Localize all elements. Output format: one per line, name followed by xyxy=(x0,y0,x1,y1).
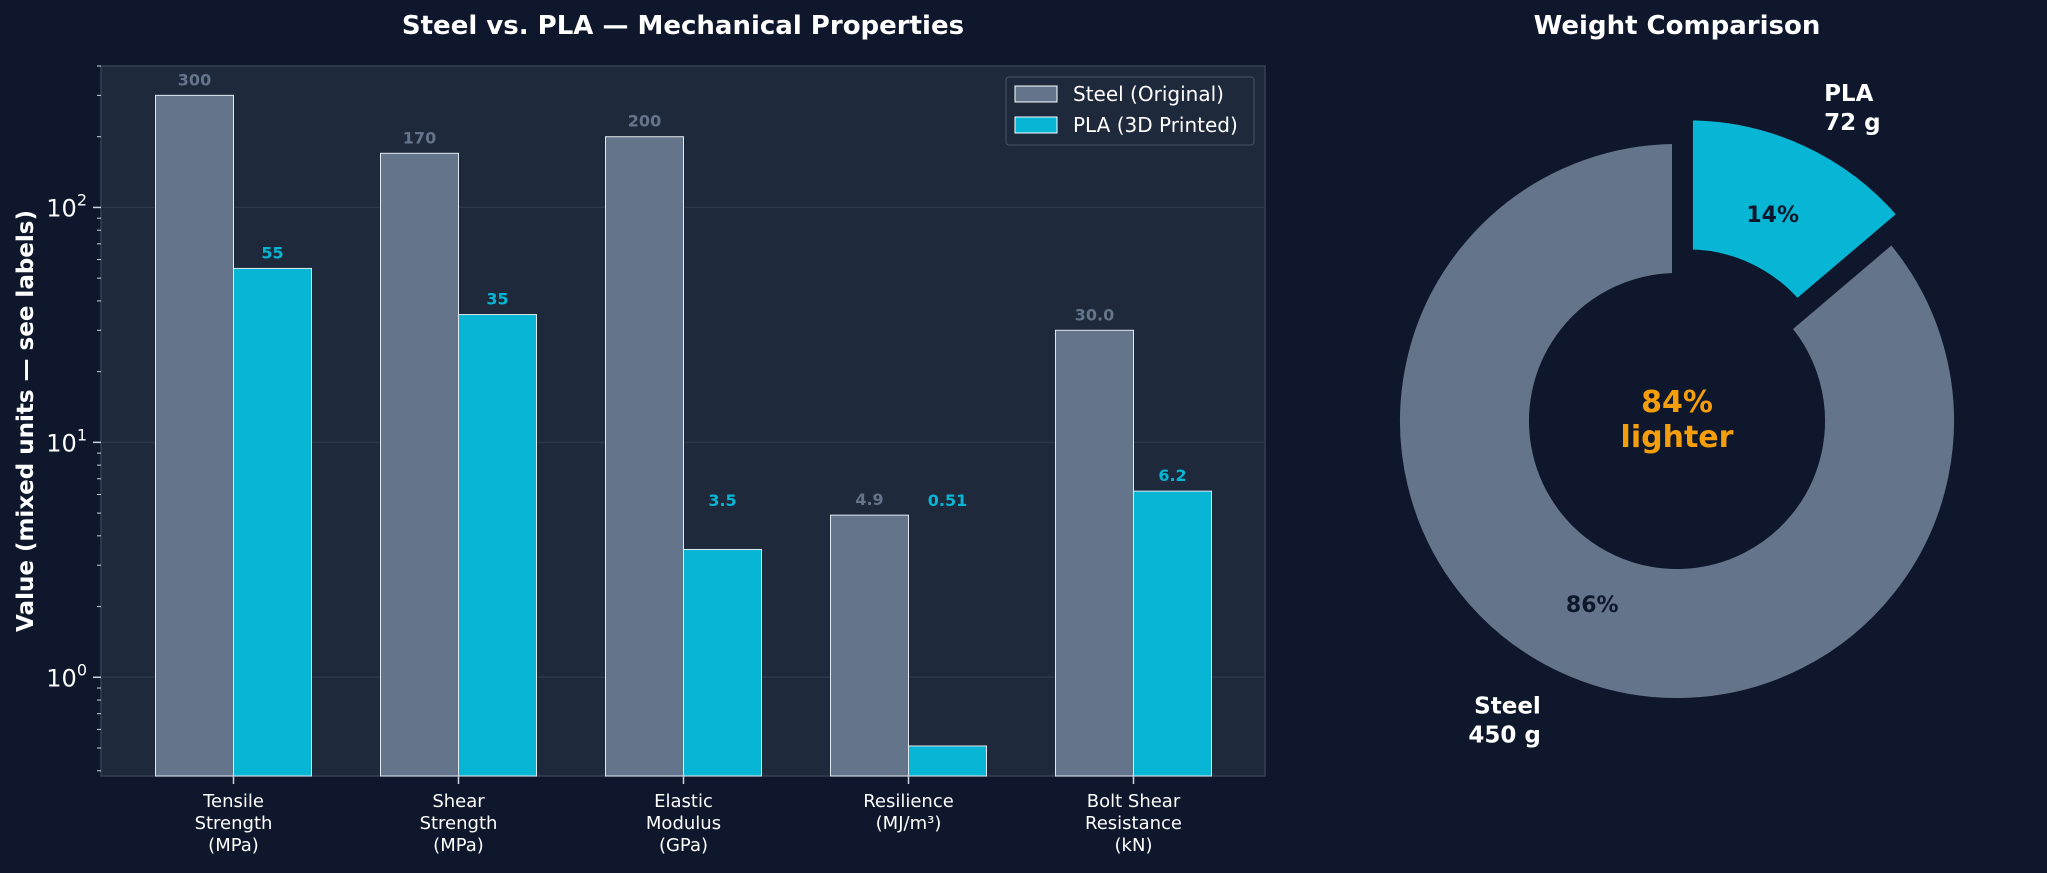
x-tick-label: Tensile Strength (MPa) xyxy=(195,791,273,856)
bar-chart-title: Steel vs. PLA — Mechanical Properties xyxy=(402,11,964,41)
legend-swatch-steel xyxy=(1014,85,1058,103)
center-text-line-2: lighter xyxy=(1621,420,1734,455)
donut-slices: 86% Steel 450 g 14% PLA 72 g xyxy=(1390,81,1964,748)
bar-chart: Steel vs. PLA — Mechanical Properties 30… xyxy=(13,11,1266,856)
donut-chart-title: Weight Comparison xyxy=(1534,11,1821,41)
bar-value-label-pla: 3.5 xyxy=(708,491,736,510)
bar-pla xyxy=(233,267,312,777)
legend-box xyxy=(1005,76,1255,146)
center-text-line-1: 84% xyxy=(1641,385,1713,420)
legend-label-steel: Steel (Original) xyxy=(1073,82,1224,106)
y-tick-label: 102 xyxy=(46,190,87,222)
donut-value-label-pla: 72 g xyxy=(1824,110,1880,136)
bar-value-labels: 300 55 170 35 200 3.5 4.9 0.51 30.0 6.2 xyxy=(178,70,1187,510)
donut-pct-label-pla: 14% xyxy=(1746,203,1799,228)
bar-value-label-pla: 0.51 xyxy=(928,491,967,510)
bar-value-label-steel: 200 xyxy=(628,112,661,131)
bar-pla xyxy=(1133,490,1212,777)
legend: Steel (Original) PLA (3D Printed) xyxy=(1005,76,1255,146)
bars xyxy=(155,94,1212,777)
bar-value-label-steel: 300 xyxy=(178,70,211,89)
x-tick-label: Elastic Modulus (GPa) xyxy=(646,791,721,856)
donut-chart: Weight Comparison 86% Steel 450 g 14% PLA 72 … xyxy=(1390,11,1964,748)
donut-pct-label-steel: 86% xyxy=(1566,593,1619,618)
x-tick-label: Shear Strength (MPa) xyxy=(420,791,498,856)
donut-name-label-pla: PLA xyxy=(1824,81,1874,107)
bar-value-label-steel: 4.9 xyxy=(855,490,883,509)
donut-name-label-steel: Steel xyxy=(1474,693,1541,719)
bar-steel xyxy=(380,152,459,777)
bar-value-label-pla: 35 xyxy=(486,290,508,309)
donut-value-label-steel: 450 g xyxy=(1468,722,1540,748)
bar-pla xyxy=(458,314,537,777)
x-axis: Tensile Strength (MPa) Shear Strength (MPa) El… xyxy=(195,776,1182,856)
bar-value-label-steel: 170 xyxy=(403,128,436,147)
y-axis: 100 101 102 xyxy=(46,65,101,772)
bar-steel xyxy=(155,94,234,777)
bar-steel xyxy=(830,514,909,777)
bar-steel xyxy=(1055,329,1134,777)
y-tick-label: 101 xyxy=(46,425,87,457)
x-tick-label: Bolt Shear Resistance (kN) xyxy=(1085,791,1182,856)
y-tick-label: 100 xyxy=(46,660,87,692)
y-axis-label: Value (mixed units — see labels) xyxy=(13,210,39,632)
bar-steel xyxy=(605,136,684,777)
x-tick-label: Resilience (MJ/m³) xyxy=(863,791,954,834)
bar-pla xyxy=(908,745,987,777)
legend-swatch-pla xyxy=(1014,116,1058,134)
bar-value-label-steel: 30.0 xyxy=(1075,305,1114,324)
bar-value-label-pla: 55 xyxy=(261,243,283,262)
legend-label-pla: PLA (3D Printed) xyxy=(1073,113,1238,137)
bar-value-label-pla: 6.2 xyxy=(1158,466,1186,485)
donut-slice-pla xyxy=(1682,110,1910,312)
bar-pla xyxy=(683,548,762,777)
donut-slice-steel xyxy=(1390,133,1964,708)
